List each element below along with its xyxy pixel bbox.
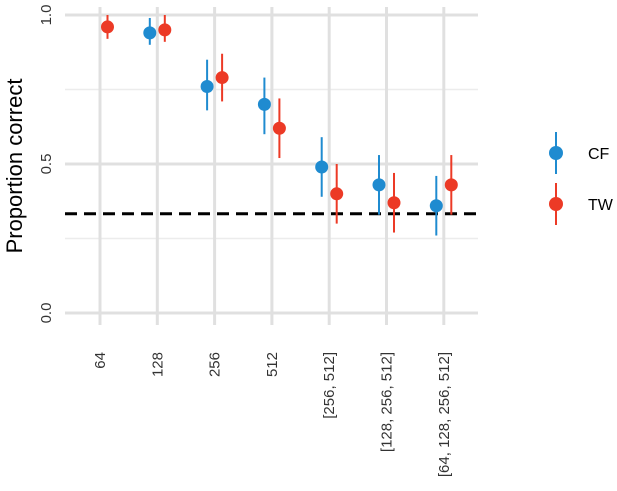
y-tick-label: 1.0 bbox=[38, 5, 55, 26]
legend-key-point-tw bbox=[549, 197, 563, 211]
y-tick-labels: 0.0 0.5 1.0 bbox=[38, 5, 55, 324]
point-tw bbox=[444, 178, 458, 192]
x-tick-label: 128 bbox=[149, 352, 166, 377]
legend-label-cf: CF bbox=[588, 146, 610, 163]
y-axis-title: Proportion correct bbox=[2, 79, 27, 254]
y-tick-label: 0.5 bbox=[38, 154, 55, 175]
x-tick-label: [64, 128, 256, 512] bbox=[436, 352, 453, 477]
x-tick-label: 64 bbox=[92, 352, 109, 369]
point-cf bbox=[257, 97, 271, 111]
data-marks bbox=[101, 15, 458, 236]
point-tw bbox=[387, 196, 401, 210]
point-cf bbox=[429, 199, 443, 213]
x-tick-label: [256, 512] bbox=[321, 352, 338, 419]
point-cf bbox=[143, 26, 157, 40]
point-tw bbox=[158, 23, 172, 37]
grid bbox=[65, 7, 478, 325]
point-tw bbox=[215, 71, 229, 85]
y-tick-label: 0.0 bbox=[38, 303, 55, 324]
legend-label-tw: TW bbox=[588, 197, 614, 214]
x-tick-label: [128, 256, 512] bbox=[379, 352, 396, 452]
legend: CF TW bbox=[549, 132, 614, 225]
point-tw bbox=[330, 187, 344, 201]
legend-key-point-cf bbox=[549, 146, 563, 160]
x-tick-label: 256 bbox=[207, 352, 224, 377]
point-cf bbox=[315, 160, 329, 174]
x-tick-labels: 64 128 256 512 [256, 512] [128, 256, 512] [64,… bbox=[92, 352, 453, 477]
point-cf bbox=[372, 178, 386, 192]
point-tw bbox=[101, 20, 114, 34]
point-cf bbox=[200, 80, 214, 94]
x-tick-label: 512 bbox=[264, 352, 281, 377]
point-tw bbox=[272, 121, 286, 135]
